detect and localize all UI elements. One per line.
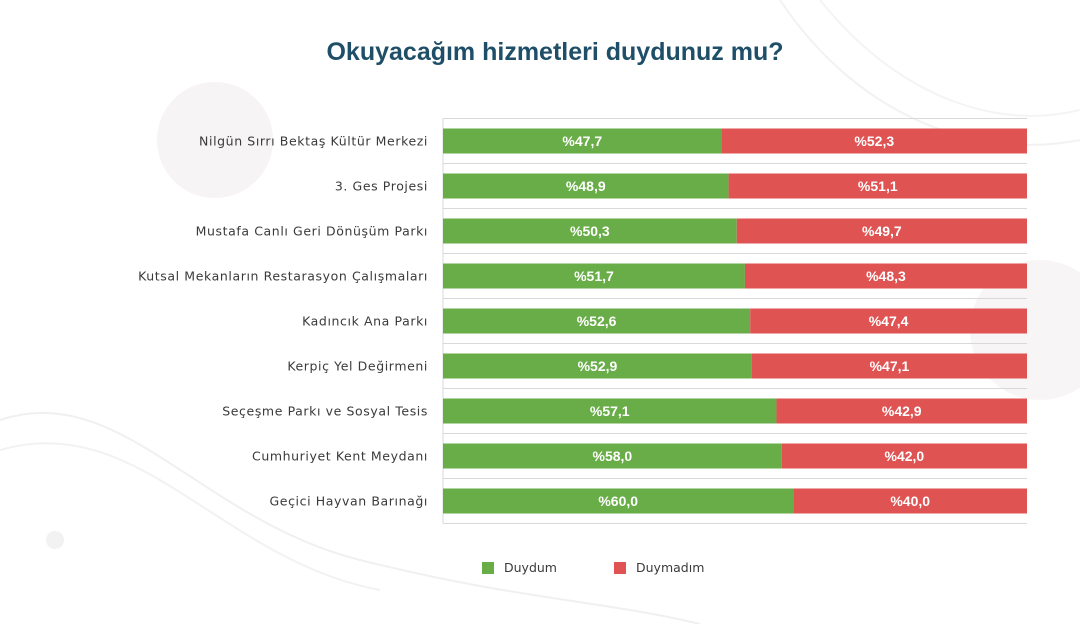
data-label: %58,0 (593, 448, 633, 464)
bar-duydum (443, 263, 745, 289)
bar-duymadim (736, 218, 1027, 244)
data-label: %57,1 (590, 403, 630, 419)
chart-title: Okuyacağım hizmetleri duydunuz mu? (326, 38, 784, 66)
data-label: %60,0 (598, 493, 638, 509)
data-label: %51,1 (858, 178, 898, 194)
category-label: Mustafa Canlı Geri Dönüşüm Parkı (196, 224, 428, 239)
bar-duymadim (781, 443, 1027, 469)
data-label: %47,4 (869, 313, 909, 329)
legend-item-duydum: Duydum (482, 560, 557, 575)
category-label: Seçeşme Parkı ve Sosyal Tesis (222, 404, 428, 419)
chart-legend: Duydum Duymadım (0, 560, 1080, 580)
bar-duydum (443, 488, 794, 514)
data-label: %49,7 (862, 223, 902, 239)
bar-duymadim (793, 488, 1027, 514)
category-label: Geçici Hayvan Barınağı (270, 494, 429, 509)
bar-duydum (443, 308, 751, 334)
bar-duydum (443, 443, 782, 469)
category-label: Nilgün Sırrı Bektaş Kültür Merkezi (199, 134, 428, 149)
data-label: %52,9 (578, 358, 618, 374)
data-label: %47,7 (562, 133, 602, 149)
category-label: Kadıncık Ana Parkı (302, 314, 428, 329)
legend-label-duydum: Duydum (504, 560, 557, 575)
category-label: Kerpiç Yel Değirmeni (287, 359, 428, 374)
legend-swatch-duymadim (614, 561, 626, 574)
data-label: %42,9 (882, 403, 922, 419)
bar-duymadim (776, 398, 1027, 424)
data-label: %52,6 (577, 313, 617, 329)
data-label: %51,7 (574, 268, 614, 284)
data-label: %42,0 (885, 448, 925, 464)
bar-duymadim (751, 353, 1027, 379)
bar-duymadim (721, 128, 1027, 154)
bar-duydum (443, 173, 729, 199)
category-label: 3. Ges Projesi (335, 179, 428, 194)
legend-swatch-duydum (482, 561, 494, 574)
data-label: %48,9 (566, 178, 606, 194)
data-label: %40,0 (890, 493, 930, 509)
bar-duymadim (744, 263, 1027, 289)
data-label: %50,3 (570, 223, 610, 239)
category-label: Cumhuriyet Kent Meydanı (252, 449, 428, 464)
bar-duymadim (728, 173, 1027, 199)
bar-duydum (443, 398, 777, 424)
bar-duydum (443, 353, 752, 379)
legend-item-duymadim: Duymadım (614, 560, 704, 575)
data-label: %47,1 (870, 358, 910, 374)
bar-duydum (443, 128, 722, 154)
data-label: %48,3 (866, 268, 906, 284)
data-label: %52,3 (854, 133, 894, 149)
category-label: Kutsal Mekanların Restarasyon Çalışmalar… (138, 269, 428, 284)
bar-duydum (443, 218, 737, 244)
bar-duymadim (750, 308, 1027, 334)
legend-label-duymadim: Duymadım (636, 560, 705, 575)
